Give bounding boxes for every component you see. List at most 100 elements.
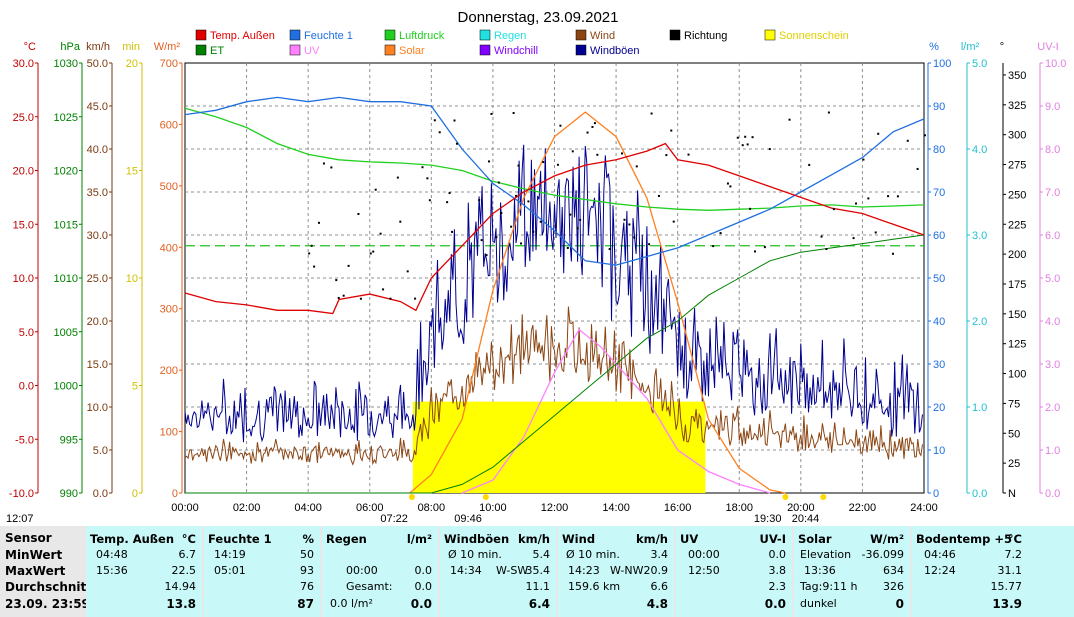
left-axis-tick-label: 25.0 xyxy=(13,112,34,124)
richtung-point xyxy=(453,119,456,122)
x-tick-label: 04:00 xyxy=(294,502,322,514)
wind-r1-label: Ø 10 min. xyxy=(566,548,620,561)
uv-max: 3.8 xyxy=(768,564,787,577)
richtung-point xyxy=(628,223,631,226)
soil-min: 7.2 xyxy=(1004,548,1023,561)
wind-header: Wind xyxy=(562,532,596,546)
richtung-point xyxy=(751,136,754,139)
left-axis-tick-label: 100 xyxy=(160,427,178,439)
humidity-header: Feuchte 1 xyxy=(208,532,272,546)
richtung-point xyxy=(330,166,333,169)
legend-swatch xyxy=(479,29,491,41)
sunshine-bar xyxy=(412,401,706,493)
richtung-point xyxy=(406,270,409,273)
solar-header: Solar xyxy=(798,532,832,546)
gusts-r1: 5.4 xyxy=(532,548,551,561)
uv-max-time: 12:50 xyxy=(688,564,720,577)
richtung-point xyxy=(746,143,749,146)
left-axis-tick-label: 35.0 xyxy=(87,187,108,199)
richtung-point xyxy=(754,250,757,253)
wind-unit: km/h xyxy=(635,532,668,546)
right-axis-tick-label: 100 xyxy=(1008,369,1026,381)
legend-label: Richtung xyxy=(684,30,727,42)
right-axis-tick-label: 1.0 xyxy=(972,402,987,414)
richtung-point xyxy=(608,248,611,251)
richtung-point xyxy=(808,163,811,166)
legend-label: Sonnenschein xyxy=(779,30,849,42)
x-tick-label: 00:00 xyxy=(171,502,199,514)
soil-column: Bodentemp +5 °C 04:46 7.2 12:24 31.1 15.… xyxy=(912,526,1074,617)
legend-label: Luftdruck xyxy=(399,30,445,42)
wind-max: 20.9 xyxy=(643,564,669,577)
richtung-point xyxy=(576,227,579,230)
solar-max: 634 xyxy=(883,564,904,577)
gusts-max: 35.4 xyxy=(525,564,551,577)
legend-swatch xyxy=(289,29,301,41)
left-axis-tick-label: 1015 xyxy=(54,219,78,231)
left-axis-tick-label: 1005 xyxy=(54,327,78,339)
richtung-point xyxy=(532,230,535,233)
right-axis-tick-label: 10 xyxy=(933,445,945,457)
richtung-point xyxy=(357,212,360,215)
right-axis-tick-label: 275 xyxy=(1008,160,1026,172)
richtung-point xyxy=(635,165,638,168)
rain-r1-label: 00:00 xyxy=(346,564,378,577)
solar-max-time: 13:36 xyxy=(804,564,836,577)
left-axis-tick-label: 10.0 xyxy=(87,402,108,414)
richtung-point xyxy=(335,279,338,282)
maxwert-label: MaxWert xyxy=(5,564,66,578)
right-axis-tick-label: 300 xyxy=(1008,130,1026,142)
richtung-point xyxy=(906,139,909,142)
right-axis-tick-label: 1.0 xyxy=(1045,445,1060,457)
richtung-point xyxy=(596,153,599,156)
richtung-point xyxy=(426,177,429,180)
legend-label: Wind xyxy=(590,30,615,42)
rain-r2: 0.0 xyxy=(414,580,433,593)
right-axis-tick-label: 2.0 xyxy=(1045,402,1060,414)
richtung-point xyxy=(556,163,559,166)
richtung-point xyxy=(313,265,316,268)
left-axis-tick-label: -5.0 xyxy=(15,434,34,446)
legend-swatch xyxy=(479,44,491,56)
richtung-point xyxy=(650,112,653,115)
richtung-point xyxy=(500,211,503,214)
right-axis-tick-label: 4.0 xyxy=(972,144,987,156)
richtung-point xyxy=(490,112,493,115)
rain-r3-label: 0.0 l/m² xyxy=(330,597,373,610)
left-axis-tick-label: 0 xyxy=(132,488,138,500)
right-axis-tick-label: 6.0 xyxy=(1045,230,1060,242)
left-axis-tick-label: 5 xyxy=(132,381,138,393)
richtung-point xyxy=(569,213,572,216)
current-datetime: 23.09. 23:59 xyxy=(5,597,90,611)
richtung-point xyxy=(832,208,835,211)
soil-header: Bodentemp +5 xyxy=(916,532,1013,546)
richtung-point xyxy=(374,188,377,191)
left-axis-unit: min xyxy=(122,41,140,53)
richtung-point xyxy=(542,161,545,164)
uv-column: UV UV-I 00:00 0.0 12:50 3.8 2.3 0.0 xyxy=(676,526,794,617)
x-tick-label: 24:00 xyxy=(910,502,938,514)
right-axis-unit: UV-I xyxy=(1037,41,1058,53)
richtung-point xyxy=(369,252,372,255)
left-axis-tick-label: 5.0 xyxy=(93,445,108,457)
statistics-table: Sensor MinWert MaxWert Durchschnitt 23.0… xyxy=(0,526,1074,617)
left-axis-tick-label: 10.0 xyxy=(13,273,34,285)
richtung-point xyxy=(495,236,498,239)
right-axis-tick-label: 9.0 xyxy=(1045,101,1060,113)
legend-label: ET xyxy=(210,45,224,57)
richtung-point xyxy=(310,244,313,247)
sun-marker-icon xyxy=(408,494,415,500)
humidity-column: Feuchte 1 % 14:19 50 05:01 93 76 87 xyxy=(204,526,322,617)
sun-time-label: 20:44 xyxy=(792,513,820,525)
legend-swatch xyxy=(289,44,301,56)
richtung-point xyxy=(451,230,454,233)
rain-header: Regen xyxy=(326,532,367,546)
richtung-point xyxy=(887,195,890,198)
legend: Temp. Außen Feuchte 1 Luftdruck Regen Wind Ri… xyxy=(195,29,849,57)
richtung-point xyxy=(862,158,865,161)
legend-swatch xyxy=(764,29,776,41)
temp-now: 13.8 xyxy=(166,597,196,611)
richtung-point xyxy=(497,181,500,184)
right-axis-tick-label: 3.0 xyxy=(972,230,987,242)
richtung-point xyxy=(924,134,926,137)
